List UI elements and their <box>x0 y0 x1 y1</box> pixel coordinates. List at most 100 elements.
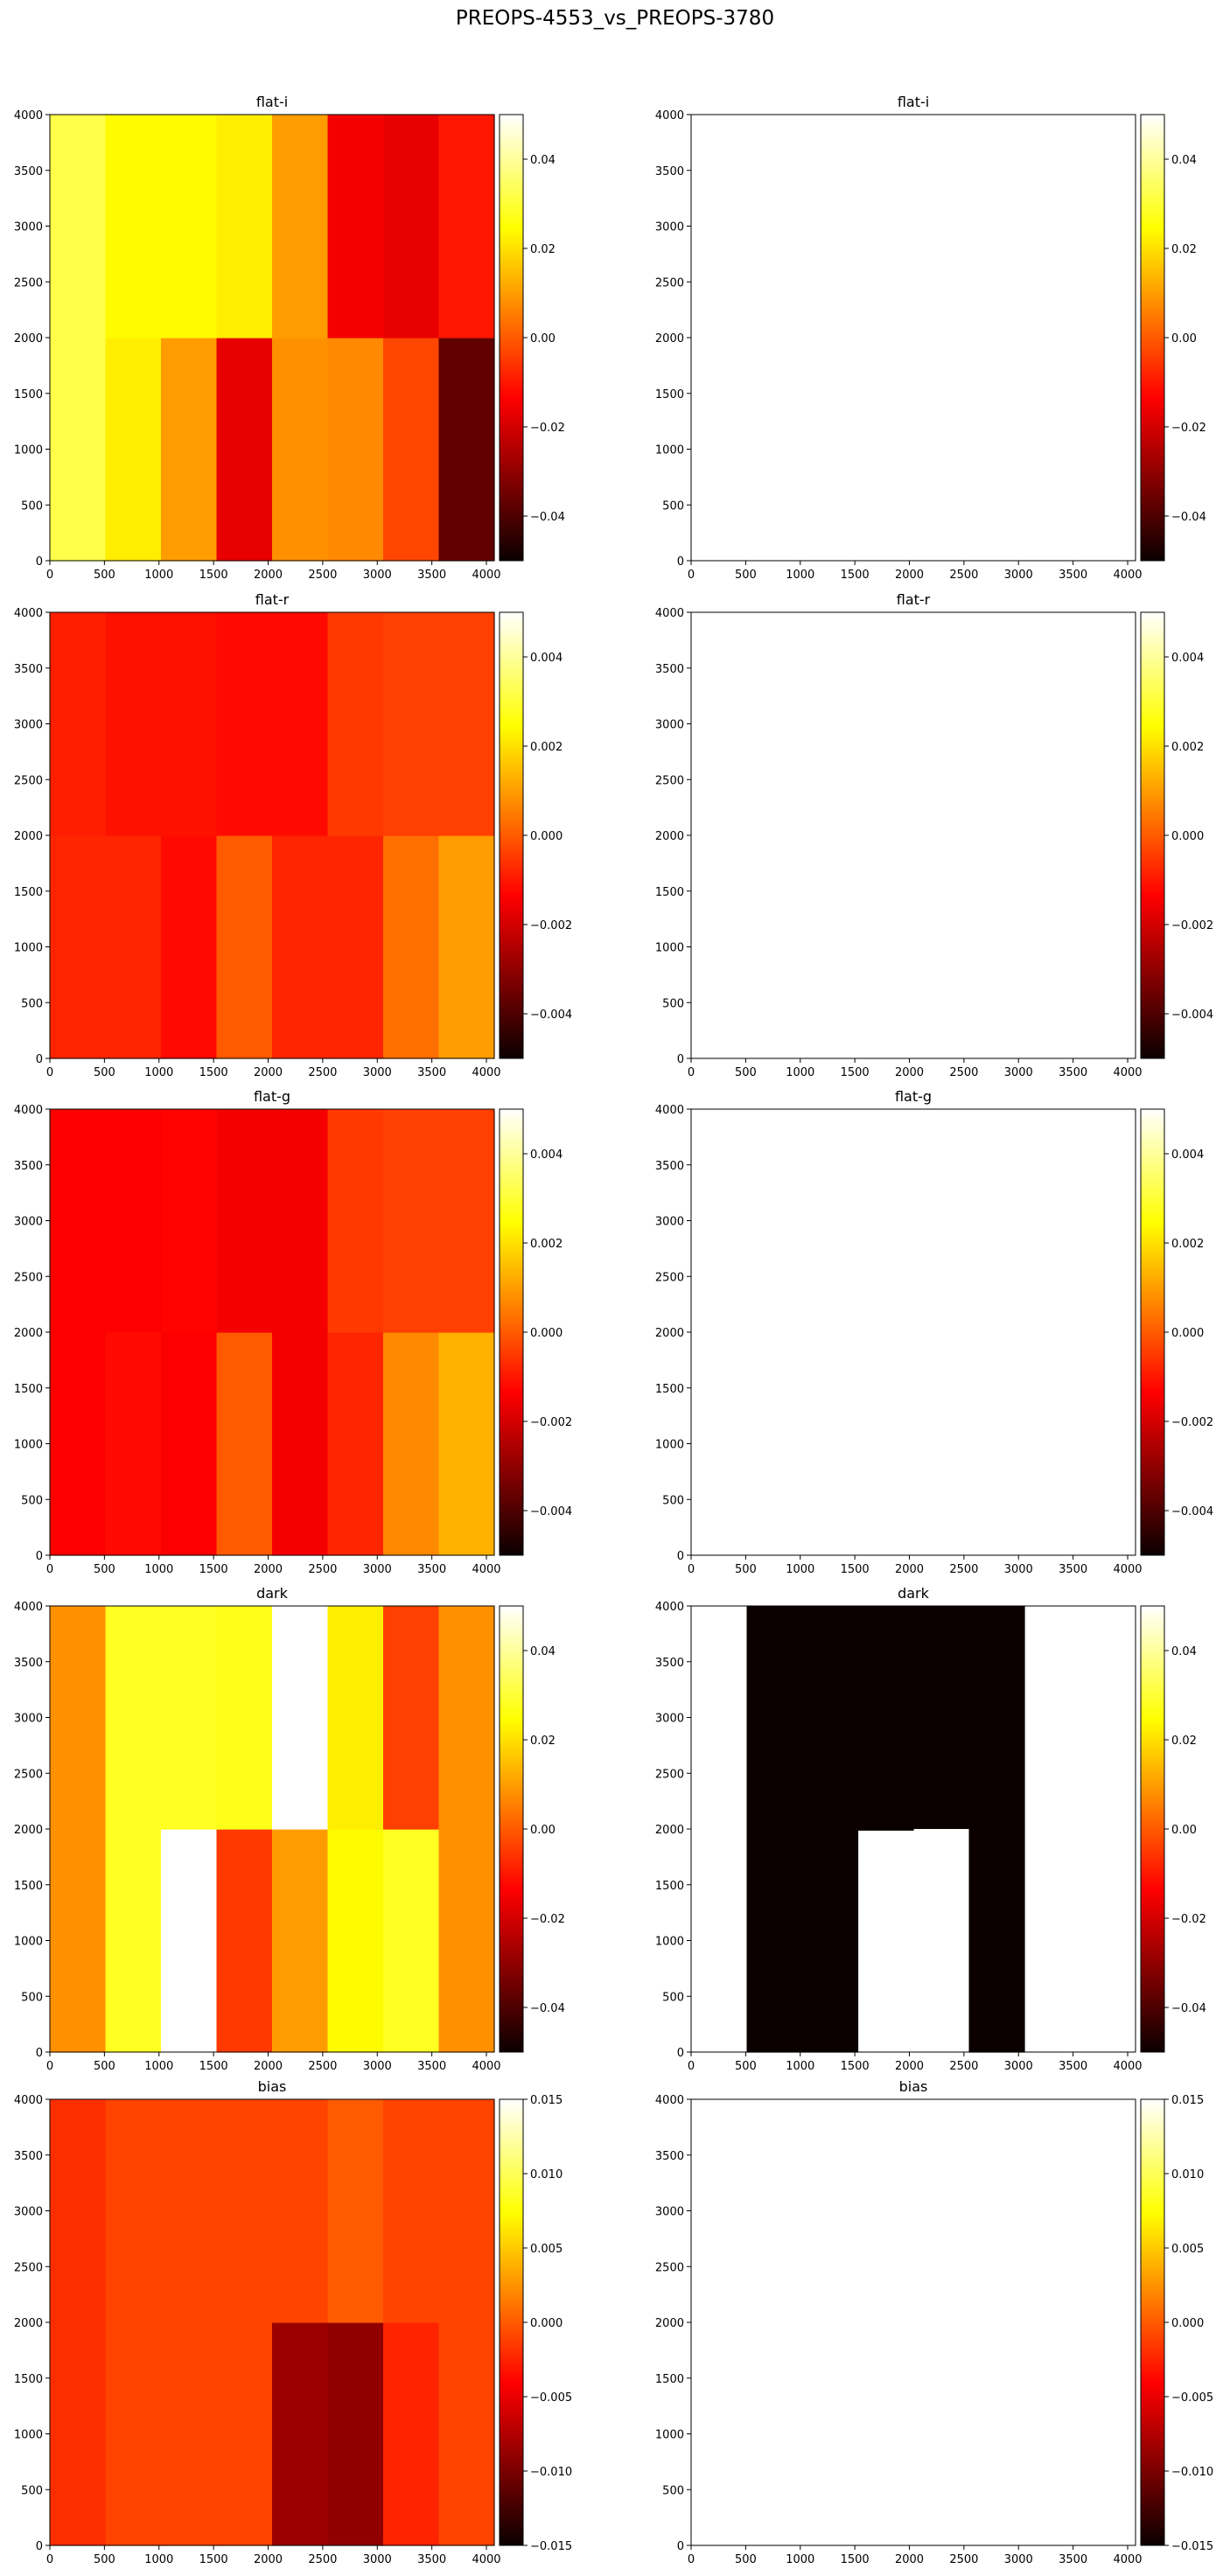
colorbar-tick-label: −0.002 <box>530 919 572 932</box>
y-tick-label: 4000 <box>655 1104 684 1117</box>
y-tick-label: 1500 <box>655 388 684 401</box>
y-tick-label: 500 <box>662 997 684 1010</box>
heatmap-cell <box>105 2322 162 2546</box>
x-tick-label: 4000 <box>472 2060 500 2073</box>
x-tick-label: 3000 <box>1004 2060 1033 2073</box>
y-tick-label: 1500 <box>655 2373 684 2386</box>
y-tick-label: 3000 <box>14 2206 43 2219</box>
y-tick-label: 1000 <box>655 1439 684 1452</box>
x-tick-label: 1000 <box>786 1563 814 1576</box>
heatmap-cell <box>383 338 440 562</box>
heatmap-cell <box>383 2322 440 2546</box>
colorbar-tick-label: 0.004 <box>530 1148 563 1162</box>
y-tick-label: 3000 <box>655 221 684 234</box>
x-tick-label: 2000 <box>254 2553 283 2566</box>
heatmap-cell <box>161 2099 218 2323</box>
heatmap-cell <box>438 1332 495 1556</box>
colorbar-tick-label: 0.002 <box>530 741 563 754</box>
panel-title: bias <box>899 2078 928 2095</box>
colorbar-tick-label: −0.04 <box>1171 511 1206 524</box>
y-tick-label: 1000 <box>655 942 684 955</box>
heatmap-cell <box>327 1109 384 1333</box>
colorbar-tick-label: −0.005 <box>530 2391 572 2405</box>
heatmap-cell <box>272 2099 329 2323</box>
y-tick-label: 1500 <box>14 1880 43 1893</box>
panel-title: flat-r <box>255 591 290 608</box>
panel-flat-g-left: flat-g 0 500 1000 1500 2000 2500 3000 3500 4000 0 5… <box>14 1088 572 1576</box>
y-tick-label: 2500 <box>655 1271 684 1284</box>
heatmap-cell <box>216 1606 273 1830</box>
y-tick-label: 2500 <box>655 1768 684 1781</box>
colorbar-tick-label: 0.000 <box>1171 830 1204 843</box>
y-tick-label: 0 <box>677 555 684 569</box>
y-tick-label: 4000 <box>14 1601 43 1614</box>
y-tick-label: 2500 <box>14 1271 43 1284</box>
heatmap-cell <box>746 1606 803 1829</box>
heatmap-cell <box>438 2322 495 2546</box>
colorbar-tick-label: −0.02 <box>530 422 565 435</box>
heatmap-cell <box>216 1332 273 1556</box>
heatmap-cell <box>105 2099 162 2323</box>
x-tick-label: 1000 <box>786 2553 814 2566</box>
heatmap-cell <box>161 115 218 339</box>
x-tick-label: 2000 <box>895 1563 924 1576</box>
y-tick-label: 3000 <box>655 1216 684 1229</box>
y-tick-label: 2500 <box>655 276 684 290</box>
colorbar-tick-label: 0.004 <box>1171 652 1204 665</box>
x-tick-label: 4000 <box>1113 1563 1142 1576</box>
heatmap-cell <box>913 1606 970 1829</box>
colorbar-tick-label: 0.002 <box>1171 741 1204 754</box>
y-tick-label: 3000 <box>655 2206 684 2219</box>
y-tick-label: 3500 <box>14 2150 43 2163</box>
y-tick-label: 3000 <box>14 1216 43 1229</box>
heatmap-cell <box>802 1830 859 2053</box>
y-tick-label: 1500 <box>14 886 43 899</box>
x-tick-label: 500 <box>94 2060 115 2073</box>
colorbar-tick-label: 0.002 <box>530 1238 563 1251</box>
x-tick-label: 2500 <box>308 1563 337 1576</box>
heatmap-cell <box>50 2322 107 2546</box>
y-tick-label: 1000 <box>655 1936 684 1949</box>
heatmap-cell <box>327 612 384 836</box>
colorbar-tick-label: 0.04 <box>1171 1645 1197 1658</box>
x-tick-label: 1000 <box>144 1563 173 1576</box>
colorbar-tick-label: −0.004 <box>530 1009 572 1022</box>
colorbar <box>1141 612 1164 1058</box>
heatmap-cell <box>105 1829 162 2053</box>
colorbar-tick-label: −0.004 <box>1171 1009 1213 1022</box>
x-tick-label: 4000 <box>472 569 500 582</box>
x-tick-label: 4000 <box>1113 569 1142 582</box>
y-tick-label: 4000 <box>655 607 684 620</box>
y-tick-label: 3500 <box>14 165 43 178</box>
panel-title: bias <box>258 2078 287 2095</box>
x-tick-label: 1000 <box>786 2060 814 2073</box>
colorbar <box>500 115 523 561</box>
heatmap-cell <box>857 1828 914 1831</box>
colorbar-tick-label: −0.002 <box>1171 919 1213 932</box>
y-tick-label: 500 <box>21 499 43 513</box>
x-tick-label: 0 <box>46 2553 53 2566</box>
colorbar-tick-label: 0.00 <box>530 332 556 346</box>
x-tick-label: 3000 <box>363 569 392 582</box>
x-tick-label: 500 <box>735 1563 757 1576</box>
x-tick-label: 2500 <box>308 2060 337 2073</box>
x-tick-label: 500 <box>735 2553 757 2566</box>
y-tick-label: 0 <box>36 2540 43 2553</box>
x-tick-label: 2500 <box>949 2060 978 2073</box>
colorbar-tick-label: −0.02 <box>1171 422 1206 435</box>
heatmap-cell <box>383 835 440 1059</box>
colorbar-tick-label: 0.000 <box>530 2317 563 2330</box>
heatmap-cell <box>438 1829 495 2053</box>
y-tick-label: 3500 <box>655 1657 684 1670</box>
colorbar-tick-label: 0.005 <box>530 2243 563 2256</box>
heatmap-cell <box>327 835 384 1059</box>
y-tick-label: 3000 <box>14 221 43 234</box>
colorbar-tick-label: −0.002 <box>1171 1416 1213 1429</box>
y-tick-label: 2500 <box>14 774 43 787</box>
x-tick-label: 500 <box>735 569 757 582</box>
colorbar-tick-label: 0.004 <box>530 652 563 665</box>
x-tick-label: 500 <box>94 2553 115 2566</box>
panel-flat-r-left: flat-r 0 500 1000 1500 2000 2500 3000 3500 4000 0 5… <box>14 591 572 1079</box>
y-tick-label: 1000 <box>14 1439 43 1452</box>
x-tick-label: 1000 <box>144 569 173 582</box>
